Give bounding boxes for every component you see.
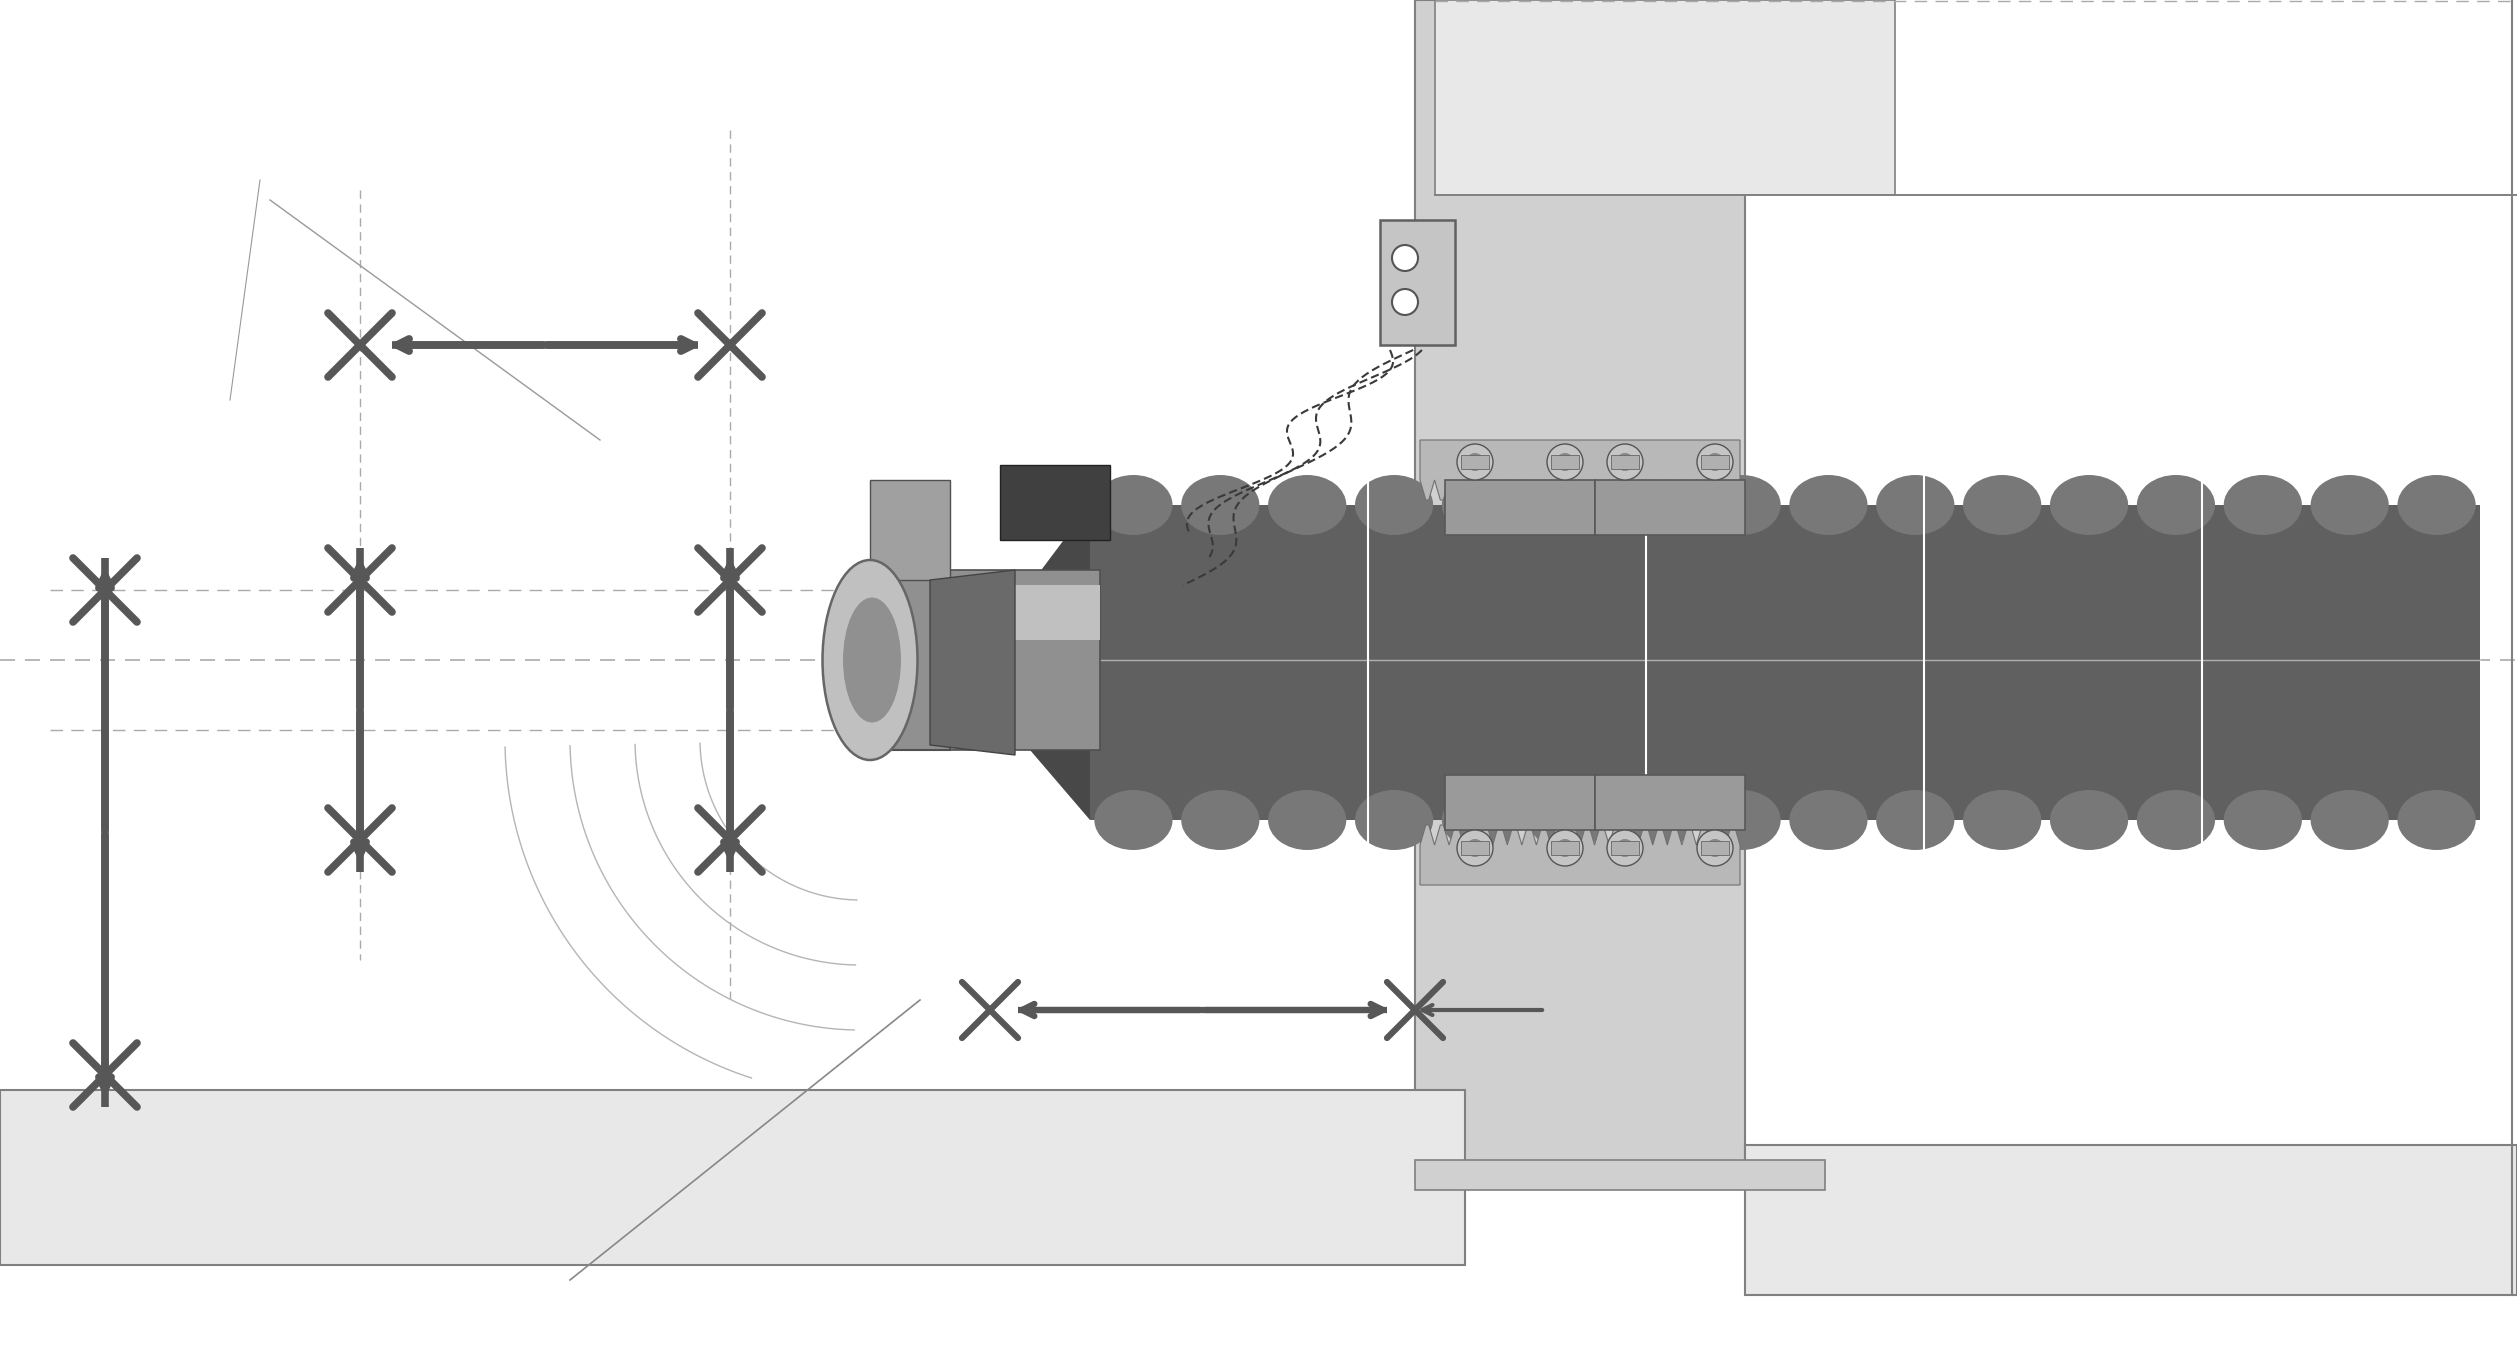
Ellipse shape [2399, 789, 2477, 851]
Polygon shape [929, 570, 1014, 755]
Ellipse shape [843, 597, 901, 723]
Ellipse shape [1790, 475, 1868, 535]
Bar [959, 585, 1100, 640]
Bar [1550, 841, 1578, 855]
Ellipse shape [1616, 789, 1694, 851]
Ellipse shape [1095, 789, 1173, 851]
Ellipse shape [1180, 475, 1258, 535]
Circle shape [1616, 453, 1634, 471]
Ellipse shape [2311, 789, 2389, 851]
Ellipse shape [1963, 789, 2041, 851]
Ellipse shape [2223, 789, 2303, 851]
Circle shape [1457, 444, 1493, 480]
Circle shape [1465, 838, 1485, 857]
Circle shape [1707, 838, 1724, 857]
Bar [1596, 480, 1744, 535]
Ellipse shape [1269, 789, 1347, 851]
Circle shape [1696, 444, 1734, 480]
Ellipse shape [2399, 475, 2477, 535]
Ellipse shape [1701, 475, 1780, 535]
Ellipse shape [1875, 475, 1953, 535]
Ellipse shape [1354, 475, 1432, 535]
Ellipse shape [2137, 789, 2215, 851]
Ellipse shape [2137, 475, 2215, 535]
Bar [1445, 480, 1596, 535]
Bar [999, 465, 1110, 540]
Bar [1460, 841, 1490, 855]
Ellipse shape [1180, 789, 1258, 851]
Bar [1379, 220, 1455, 344]
Ellipse shape [1269, 475, 1347, 535]
Ellipse shape [1701, 789, 1780, 851]
Circle shape [1392, 289, 1417, 314]
Bar [0, 1090, 1465, 1264]
Circle shape [1465, 453, 1485, 471]
Ellipse shape [1442, 475, 1520, 535]
Ellipse shape [823, 559, 919, 759]
Bar [871, 570, 949, 750]
Ellipse shape [1095, 475, 1173, 535]
Bar [1596, 774, 1744, 830]
Bar [1611, 841, 1639, 855]
Bar [871, 480, 949, 580]
Circle shape [1606, 830, 1644, 866]
Ellipse shape [2223, 475, 2303, 535]
Ellipse shape [1354, 789, 1432, 851]
Bar [1701, 841, 1729, 855]
Bar [1744, 1145, 2517, 1296]
Circle shape [1548, 444, 1583, 480]
Ellipse shape [2049, 475, 2129, 535]
Polygon shape [1420, 440, 1739, 499]
Circle shape [1548, 830, 1583, 866]
Bar [1090, 505, 2479, 819]
Circle shape [1616, 838, 1634, 857]
Ellipse shape [1442, 789, 1520, 851]
Polygon shape [1029, 505, 1090, 819]
Circle shape [1707, 453, 1724, 471]
Ellipse shape [2311, 475, 2389, 535]
Bar [1435, 0, 1895, 195]
Ellipse shape [1528, 789, 1606, 851]
Circle shape [1696, 830, 1734, 866]
Bar [1415, 0, 1744, 1165]
Ellipse shape [1875, 789, 1953, 851]
Bar [1550, 455, 1578, 470]
Circle shape [1606, 444, 1644, 480]
Bar [1611, 455, 1639, 470]
Ellipse shape [1616, 475, 1694, 535]
Ellipse shape [1963, 475, 2041, 535]
Bar [1701, 455, 1729, 470]
Polygon shape [1420, 825, 1739, 885]
Bar [1415, 1160, 1825, 1190]
Circle shape [1457, 830, 1493, 866]
Bar [1445, 774, 1596, 830]
Circle shape [1556, 453, 1573, 471]
Ellipse shape [1528, 475, 1606, 535]
Bar [949, 570, 1100, 750]
Bar [1460, 455, 1490, 470]
Ellipse shape [2049, 789, 2129, 851]
Ellipse shape [1790, 789, 1868, 851]
Circle shape [1556, 838, 1573, 857]
Circle shape [1392, 245, 1417, 271]
